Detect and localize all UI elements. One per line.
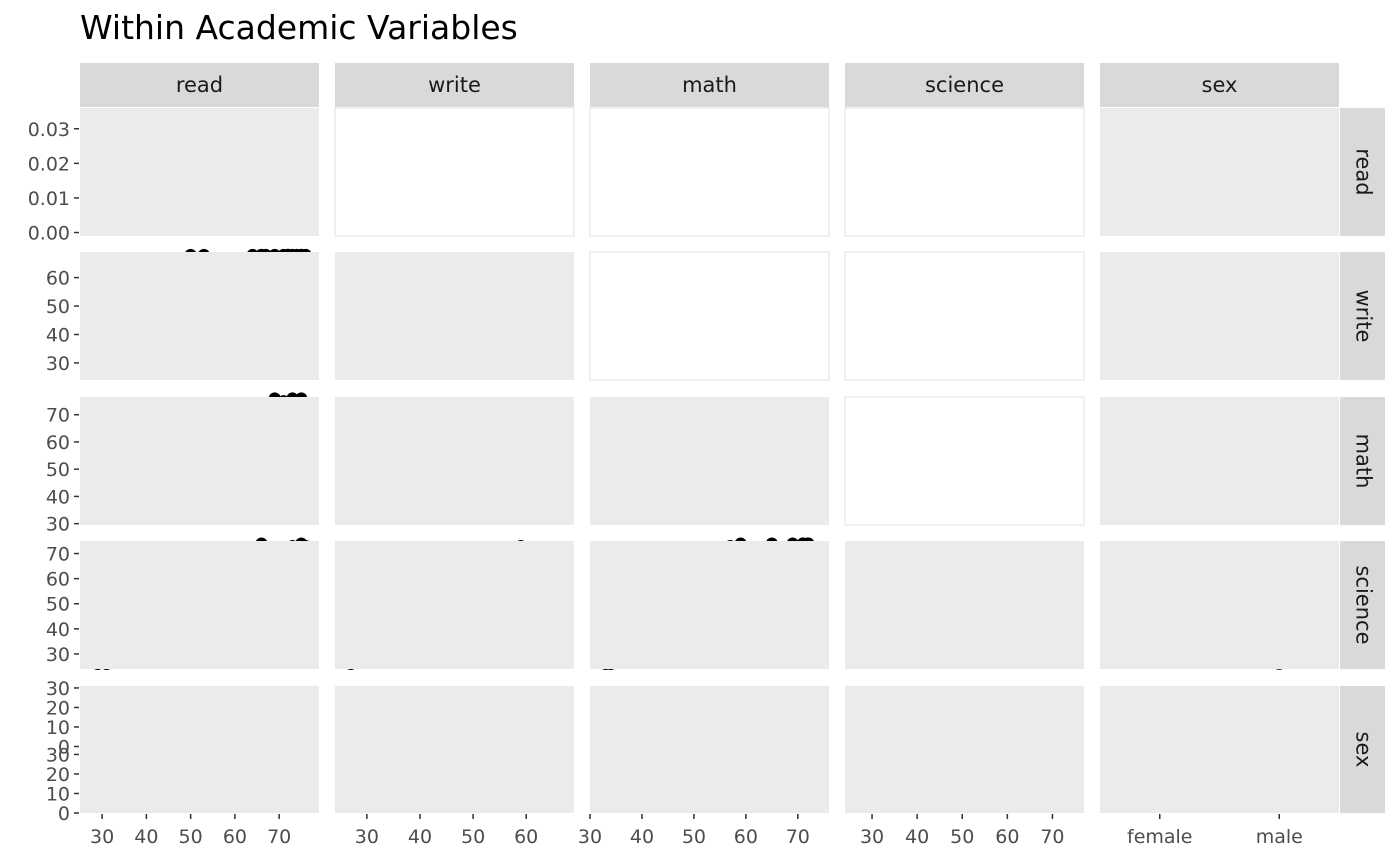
x-tick-label: 60 — [223, 826, 247, 848]
strip-top-write — [335, 63, 574, 107]
panel-bg — [590, 397, 829, 525]
strip-top-label-science: science — [925, 73, 1004, 97]
y-tick-label: 60 — [46, 569, 70, 591]
y-tick-label: 30 — [46, 353, 70, 375]
panel-bg — [80, 541, 319, 669]
panel-bg — [845, 686, 1084, 813]
strip-top-sex — [1100, 63, 1339, 107]
x-tick-label: 40 — [905, 826, 929, 848]
x-tick-label: 60 — [995, 826, 1019, 848]
panel-bg — [1100, 686, 1339, 813]
y-tick-label: 10 — [46, 717, 70, 739]
panel-bg — [1100, 397, 1339, 525]
x-tick-label: 30 — [860, 826, 884, 848]
x-tick-label-male: male — [1256, 826, 1303, 848]
x-tick-label: 30 — [578, 826, 602, 848]
y-tick-label: 10 — [46, 783, 70, 805]
y-tick-label: 40 — [46, 324, 70, 346]
y-tick-label: 50 — [46, 296, 70, 318]
y-tick-label: 30 — [46, 644, 70, 666]
y-tick-label: 50 — [46, 594, 70, 616]
corr-panel-bg — [334, 107, 575, 237]
x-tick-label: 30 — [355, 826, 379, 848]
corr-panel-bg — [844, 251, 1085, 381]
panel-bg — [80, 108, 319, 236]
strip-right-science — [1340, 541, 1385, 669]
strip-top-label-write: write — [428, 73, 481, 97]
panel-bg — [335, 252, 574, 380]
y-tick-label: 70 — [46, 405, 70, 427]
y-tick-label: 50 — [46, 459, 70, 481]
strip-right-math — [1340, 397, 1385, 525]
y-tick-label: 20 — [46, 764, 70, 786]
y-tick-label: 0 — [58, 803, 70, 825]
y-tick-label: 60 — [46, 432, 70, 454]
panel-bg — [335, 686, 574, 813]
panel-bg — [845, 541, 1084, 669]
x-tick-label: 70 — [786, 826, 810, 848]
y-tick-label: 0.02 — [28, 153, 70, 175]
strip-right-sex — [1340, 686, 1385, 813]
x-tick-label: 70 — [1040, 826, 1064, 848]
x-tick-label-female: female — [1127, 826, 1193, 848]
y-tick-label: 30 — [46, 514, 70, 536]
strip-top-read — [80, 63, 319, 107]
strip-right-label-read: read — [1352, 148, 1376, 195]
strip-top-label-read: read — [176, 73, 223, 97]
y-tick-label: 20 — [46, 697, 70, 719]
y-tick-label: 0.01 — [28, 188, 70, 210]
y-tick-label: 40 — [46, 486, 70, 508]
panel-bg — [80, 252, 319, 380]
strip-top-science — [845, 63, 1084, 107]
y-tick-label: 40 — [46, 619, 70, 641]
corr-panel-bg — [844, 396, 1085, 526]
panel-bg — [1100, 252, 1339, 380]
x-tick-label: 50 — [461, 826, 485, 848]
x-tick-label: 50 — [682, 826, 706, 848]
x-tick-label: 40 — [630, 826, 654, 848]
y-tick-label: 60 — [46, 268, 70, 290]
y-tick-label: 30 — [46, 744, 70, 766]
corr-panel-bg — [589, 107, 830, 237]
strip-top-label-math: math — [682, 73, 737, 97]
strip-right-label-sex: sex — [1352, 732, 1376, 768]
panel-bg — [80, 397, 319, 525]
panel-bg — [590, 686, 829, 813]
strip-right-label-math: math — [1352, 434, 1376, 489]
x-tick-label: 40 — [134, 826, 158, 848]
x-tick-label: 50 — [950, 826, 974, 848]
strip-right-read — [1340, 108, 1385, 236]
strip-right-write — [1340, 252, 1385, 380]
panel-bg — [590, 541, 829, 669]
x-tick-label: 70 — [267, 826, 291, 848]
panel-bg — [335, 397, 574, 525]
panel-bg — [1100, 108, 1339, 236]
y-tick-label: 30 — [46, 678, 70, 700]
strip-top-math — [590, 63, 829, 107]
strip-right-label-write: write — [1352, 290, 1376, 343]
chart-title: Within Academic Variables — [80, 8, 518, 47]
x-tick-label: 60 — [514, 826, 538, 848]
x-tick-label: 60 — [734, 826, 758, 848]
panel-bg — [1100, 541, 1339, 669]
corr-panel-bg — [844, 107, 1085, 237]
strip-right-label-science: science — [1352, 565, 1376, 644]
y-tick-label: 70 — [46, 544, 70, 566]
y-tick-label: 0.03 — [28, 119, 70, 141]
y-tick-label: 0.00 — [28, 223, 70, 245]
panel-bg — [335, 541, 574, 669]
x-tick-label: 50 — [179, 826, 203, 848]
y-tick-label: 0 — [58, 737, 70, 759]
strip-top-label-sex: sex — [1202, 73, 1238, 97]
panel-bg — [80, 686, 319, 813]
corr-panel-bg — [589, 251, 830, 381]
x-tick-label: 30 — [90, 826, 114, 848]
x-tick-label: 40 — [408, 826, 432, 848]
